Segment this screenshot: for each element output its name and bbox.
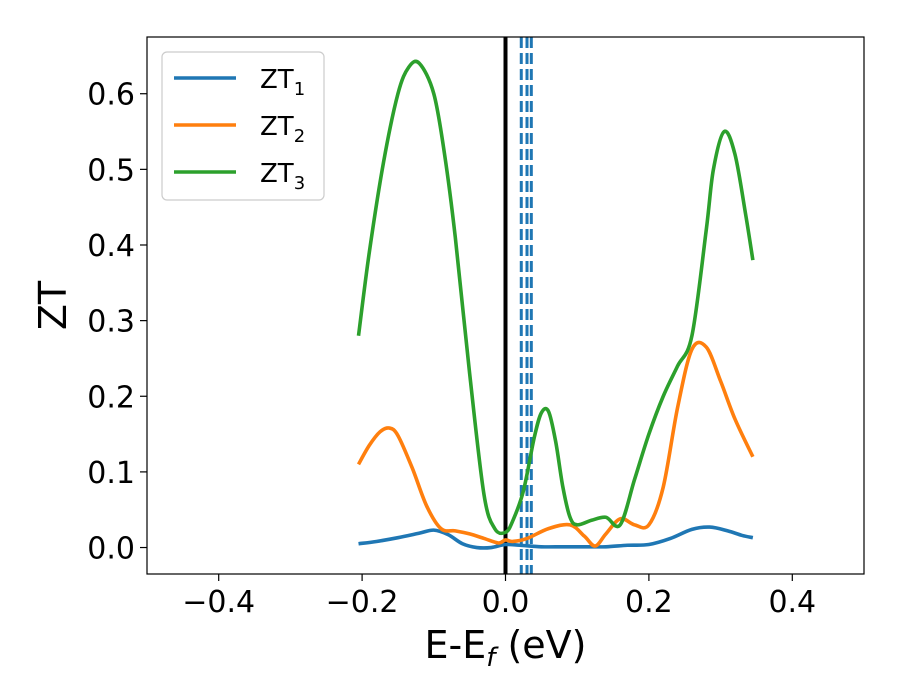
vertical-reference-lines [503, 37, 533, 574]
y-tick-label: 0.2 [87, 380, 135, 415]
series-lines [356, 59, 755, 550]
x-tick-label: −0.4 [182, 585, 255, 620]
y-axis-label: ZT [31, 280, 75, 330]
y-tick-label: 0.6 [87, 78, 135, 113]
legend-label-zt2: ZT2 [260, 112, 305, 147]
y-tick-label: 0.5 [87, 153, 135, 188]
legend-label-zt3: ZT3 [260, 159, 305, 194]
x-axis-label: E-Ef (eV) [425, 623, 587, 673]
legend: ZT1 ZT2 ZT3 [161, 51, 325, 201]
x-tick-label: −0.2 [326, 585, 399, 620]
y-tick-label: 0.4 [87, 229, 135, 264]
y-tick-label: 0.0 [87, 532, 135, 567]
x-tick-label: 0.2 [625, 585, 673, 620]
series-line-zt2 [356, 340, 755, 548]
y-tick-label: 0.1 [87, 456, 135, 491]
y-tick-label: 0.3 [87, 305, 135, 340]
x-tick-label: 0.4 [768, 585, 816, 620]
series-line-zt3 [356, 59, 755, 536]
legend-box [161, 51, 325, 201]
y-axis-ticks: 0.0 0.1 0.2 0.3 0.4 0.5 0.6 [87, 78, 147, 567]
x-tick-label: 0.0 [482, 585, 530, 620]
legend-label-zt1: ZT1 [260, 65, 305, 100]
x-axis-ticks: −0.4 −0.2 0.0 0.2 0.4 [182, 574, 816, 620]
series-line-zt1 [358, 525, 754, 550]
